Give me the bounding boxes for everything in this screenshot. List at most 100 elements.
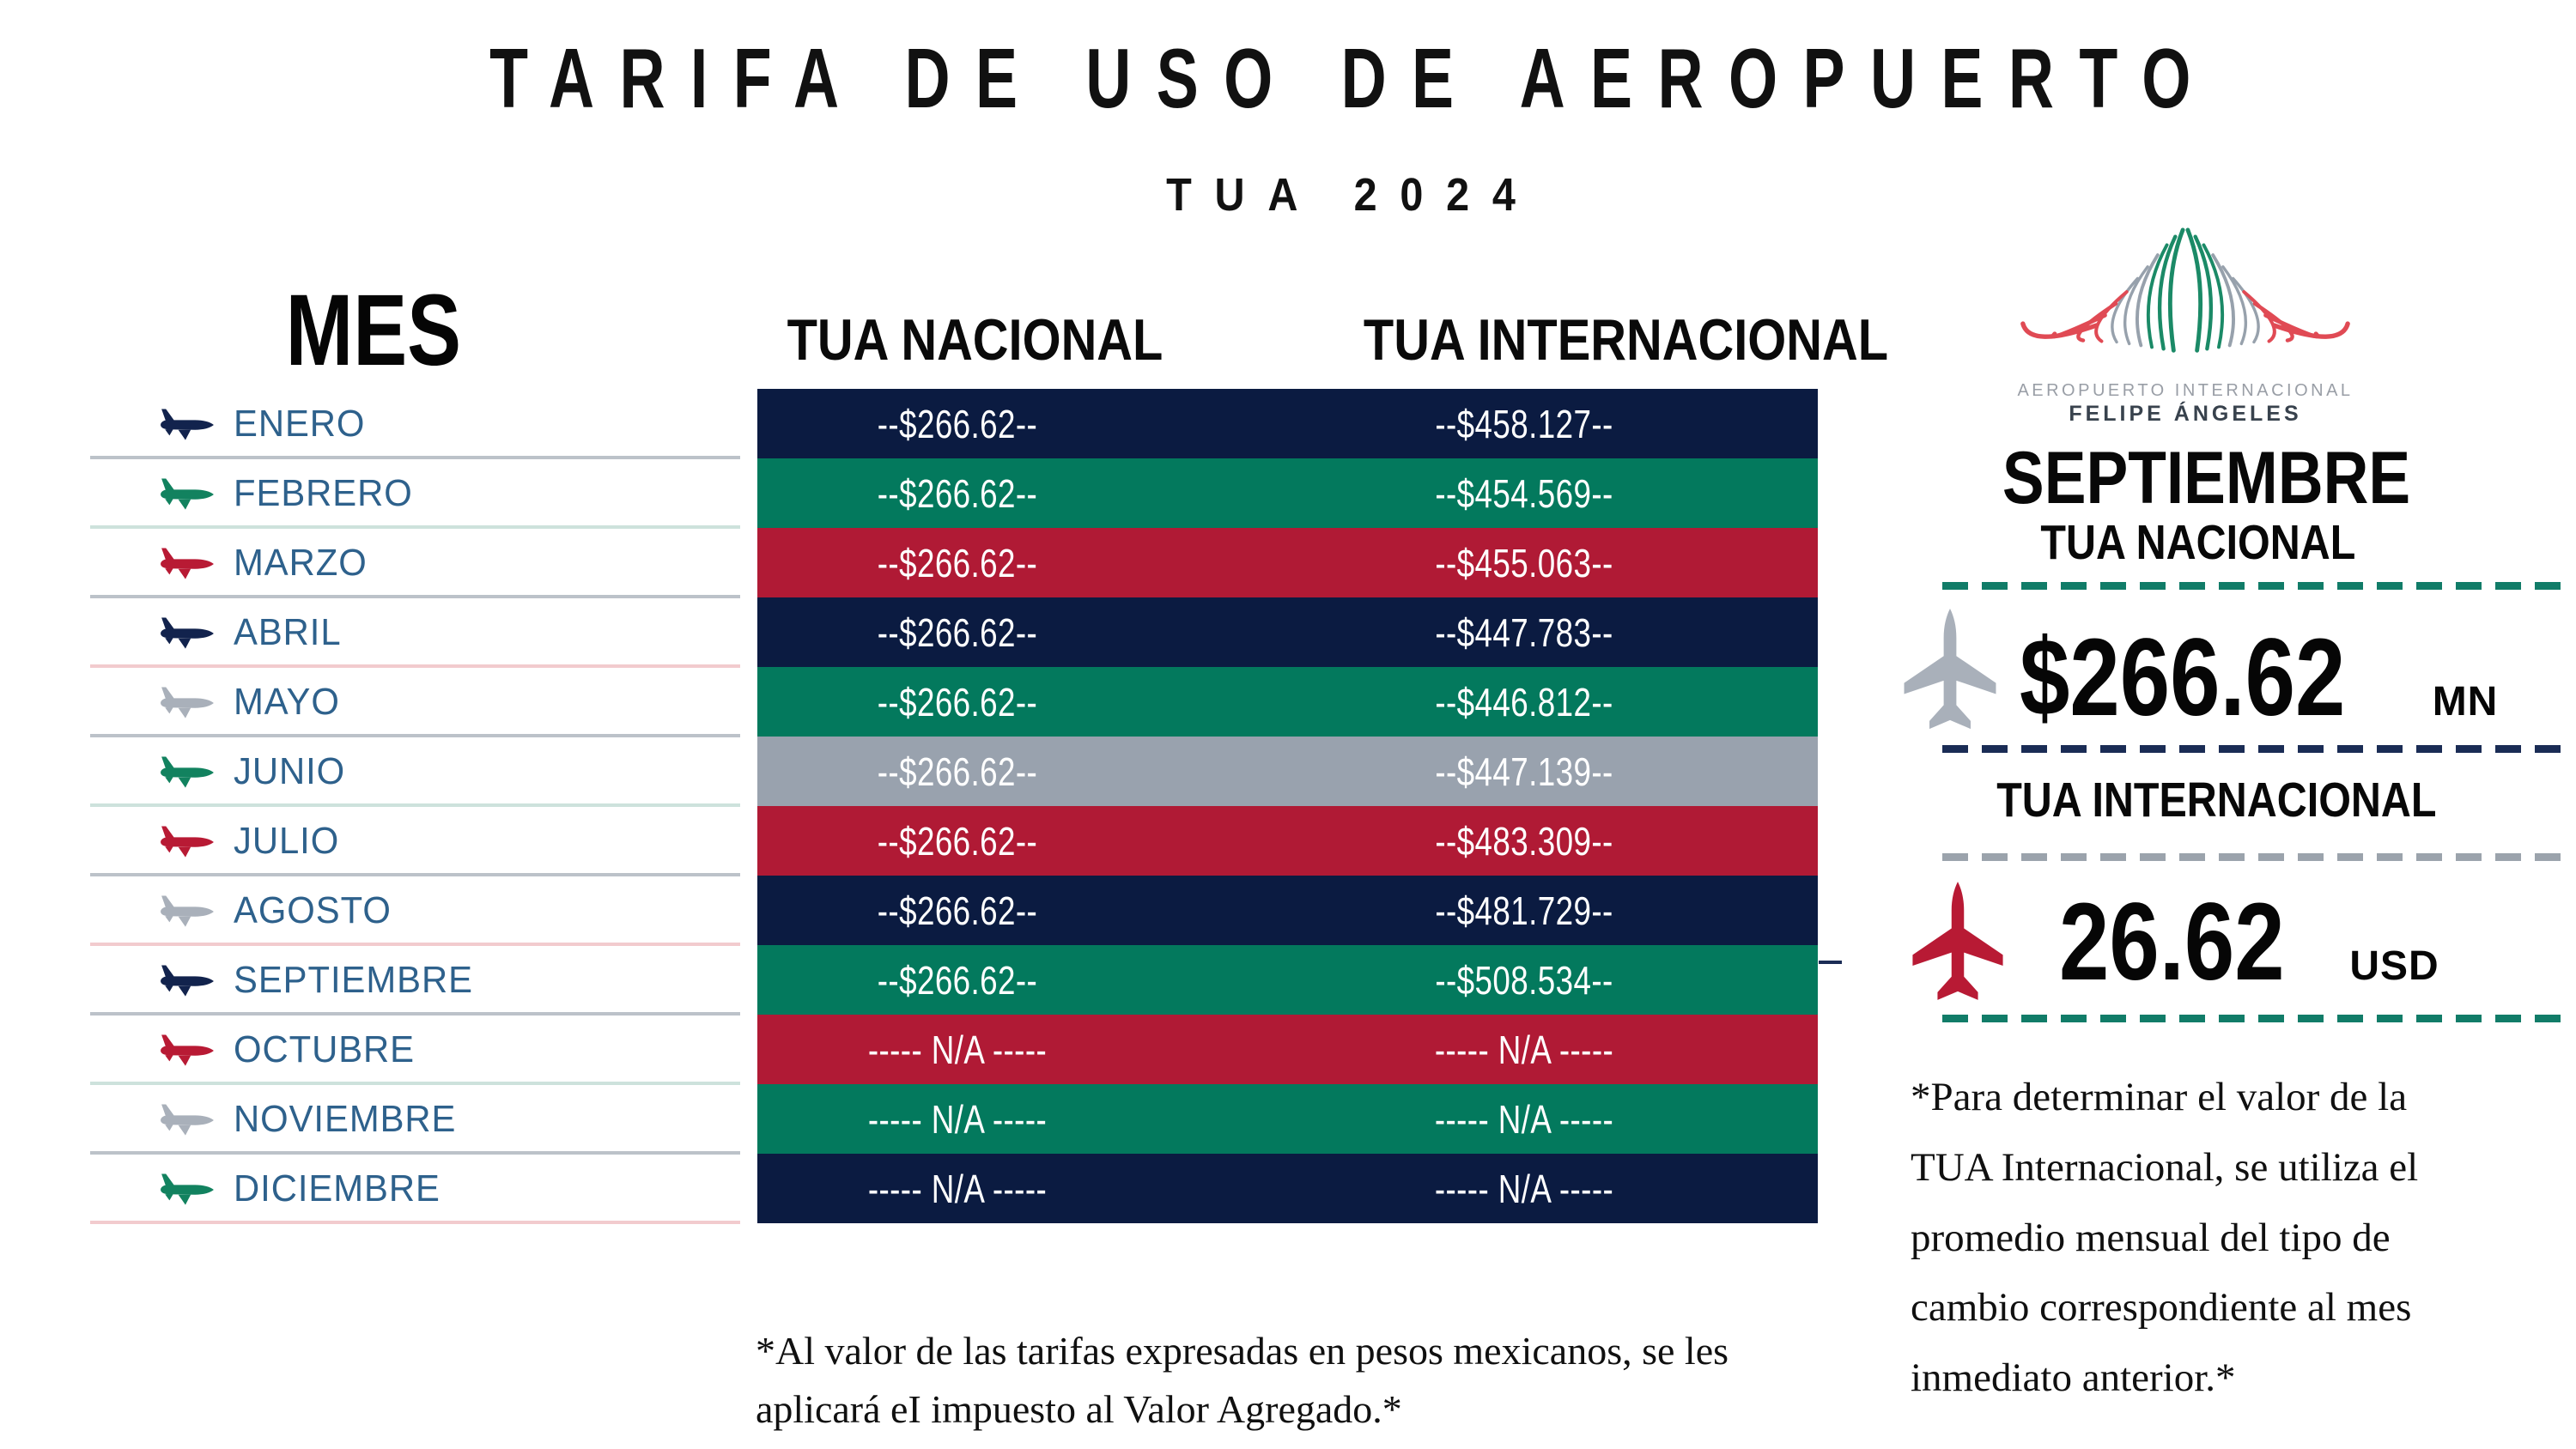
month-row: MAYO [0, 667, 756, 737]
plane-side-icon [159, 614, 216, 652]
month-label: MARZO [234, 541, 368, 584]
month-row: FEBRERO [0, 458, 756, 529]
september-tick-line [1819, 961, 1842, 964]
panel-month-title: SEPTIEMBRE [2002, 437, 2411, 519]
nacional-fee-amount: $266.62 [2020, 616, 2346, 739]
logo-line1: AEROPUERTO INTERNACIONAL [2017, 381, 2354, 400]
month-row: DICIEMBRE [0, 1154, 756, 1224]
month-separator [90, 456, 740, 459]
footnote-line: *Para determinar el valor de la [1911, 1075, 2408, 1119]
page-title: TARIFA DE USO DE AEROPUERTO [489, 31, 2216, 125]
month-label: JULIO [234, 819, 340, 862]
rate-row: ----- N/A ----- ----- N/A ----- [757, 1154, 1818, 1223]
footnote-line: *Al valor de las tarifas expresadas en p… [756, 1329, 1729, 1373]
rate-row: --$266.62-- --$483.309-- [757, 806, 1818, 876]
rate-row: --$266.62-- --$454.569-- [757, 458, 1818, 528]
logo-line2: FELIPE ÁNGELES [2069, 402, 2302, 426]
tua-nacional-value: --$266.62-- [877, 680, 1038, 724]
month-separator [90, 734, 740, 737]
mes-column-header: MES [285, 274, 462, 387]
internacional-fee: 26.62 USD [2059, 888, 2439, 997]
plane-side-icon [159, 892, 216, 930]
month-separator [90, 595, 740, 598]
month-label: ABRIL [234, 610, 342, 653]
rate-row: --$266.62-- --$508.534-- [757, 945, 1818, 1015]
rate-row: --$266.62-- --$447.783-- [757, 597, 1818, 667]
month-row: SEPTIEMBRE [0, 945, 756, 1016]
tua-nacional-column-header: TUA NACIONAL [787, 307, 1163, 373]
nacional-fee-currency: MN [2432, 679, 2499, 724]
month-label: DICIEMBRE [234, 1167, 440, 1210]
tua-nacional-value: ----- N/A ----- [867, 1097, 1048, 1142]
internacional-fee-amount: 26.62 [2059, 881, 2285, 1003]
month-separator [90, 873, 740, 876]
tua-internacional-value: --$446.812-- [1435, 680, 1613, 724]
tua-internacional-value: ----- N/A ----- [1434, 1097, 1614, 1142]
tua-nacional-value: --$266.62-- [877, 471, 1038, 516]
month-row: NOVIEMBRE [0, 1084, 756, 1155]
tua-internacional-value: --$455.063-- [1435, 541, 1613, 585]
internacional-plane-icon [1908, 879, 2008, 1003]
month-separator [90, 943, 740, 946]
month-separator [90, 1012, 740, 1016]
nacional-fee: $266.62 MN [2020, 623, 2498, 733]
plane-side-icon [159, 475, 216, 512]
page-subtitle: TUA 2024 [1166, 169, 1539, 221]
plane-side-icon [159, 1031, 216, 1069]
tua-nacional-value: --$266.62-- [877, 958, 1038, 1003]
rate-row: --$266.62-- --$481.729-- [757, 876, 1818, 945]
tua-nacional-value: --$266.62-- [877, 610, 1038, 655]
month-label: ENERO [234, 402, 366, 445]
tua-internacional-value: --$458.127-- [1435, 402, 1613, 446]
month-label: FEBRERO [234, 471, 413, 514]
plane-side-icon [159, 683, 216, 721]
month-label: NOVIEMBRE [234, 1097, 457, 1140]
tua-internacional-column-header: TUA INTERNACIONAL [1363, 307, 1888, 373]
month-separator [90, 1221, 740, 1224]
month-label: JUNIO [234, 749, 346, 792]
month-row: MARZO [0, 528, 756, 598]
tua-internacional-value: --$454.569-- [1435, 471, 1613, 516]
plane-side-icon [159, 405, 216, 443]
footnote-exchange-rate: *Para determinar el valor de la TUA Inter… [1911, 1063, 2576, 1414]
footnote-iva: *Al valor de las tarifas expresadas en p… [756, 1322, 1872, 1439]
dashed-divider-teal-top [1942, 582, 2566, 590]
tua-internacional-value: --$483.309-- [1435, 819, 1613, 864]
tua-nacional-value: --$266.62-- [877, 749, 1038, 794]
rate-table: --$266.62-- --$458.127-- --$266.62-- --$454… [757, 389, 1818, 1223]
rate-row: --$266.62-- --$455.063-- [757, 528, 1818, 597]
month-row: ABRIL [0, 597, 756, 668]
rate-row: ----- N/A ----- ----- N/A ----- [757, 1084, 1818, 1154]
panel-nacional-label: TUA NACIONAL [2040, 515, 2356, 570]
month-label: SEPTIEMBRE [234, 958, 473, 1001]
plane-side-icon [159, 1170, 216, 1208]
tua-internacional-value: --$508.534-- [1435, 958, 1613, 1003]
tua-internacional-value: ----- N/A ----- [1434, 1028, 1614, 1072]
month-list: ENERO FEBRERO MARZO ABRIL MAYO JUNIO JULIO AGOS… [0, 389, 756, 1224]
tua-nacional-value: ----- N/A ----- [867, 1028, 1048, 1072]
aifa-logo-icon [2018, 225, 2353, 359]
rate-row: --$266.62-- --$447.139-- [757, 737, 1818, 806]
footnote-line: inmediato anterior.* [1911, 1355, 2236, 1401]
month-separator [90, 803, 740, 807]
nacional-plane-icon [1899, 606, 2001, 731]
tua-nacional-value: --$266.62-- [877, 819, 1038, 864]
month-label: AGOSTO [234, 888, 392, 931]
footnote-line: cambio correspondiente al mes [1911, 1285, 2412, 1331]
dashed-divider-teal-bottom [1942, 1015, 2566, 1022]
month-separator [90, 525, 740, 529]
plane-side-icon [159, 544, 216, 582]
footnote-line: aplicará eI impuesto al Valor Agregado.* [756, 1387, 1402, 1432]
month-row: JULIO [0, 806, 756, 876]
plane-side-icon [159, 961, 216, 999]
internacional-fee-currency: USD [2349, 943, 2439, 989]
dashed-divider-gray [1942, 853, 2566, 861]
month-row: JUNIO [0, 737, 756, 807]
plane-side-icon [159, 1100, 216, 1138]
rate-row: ----- N/A ----- ----- N/A ----- [757, 1015, 1818, 1084]
month-separator [90, 1151, 740, 1155]
month-separator [90, 664, 740, 668]
tua-nacional-value: --$266.62-- [877, 402, 1038, 446]
rate-row: --$266.62-- --$446.812-- [757, 667, 1818, 737]
